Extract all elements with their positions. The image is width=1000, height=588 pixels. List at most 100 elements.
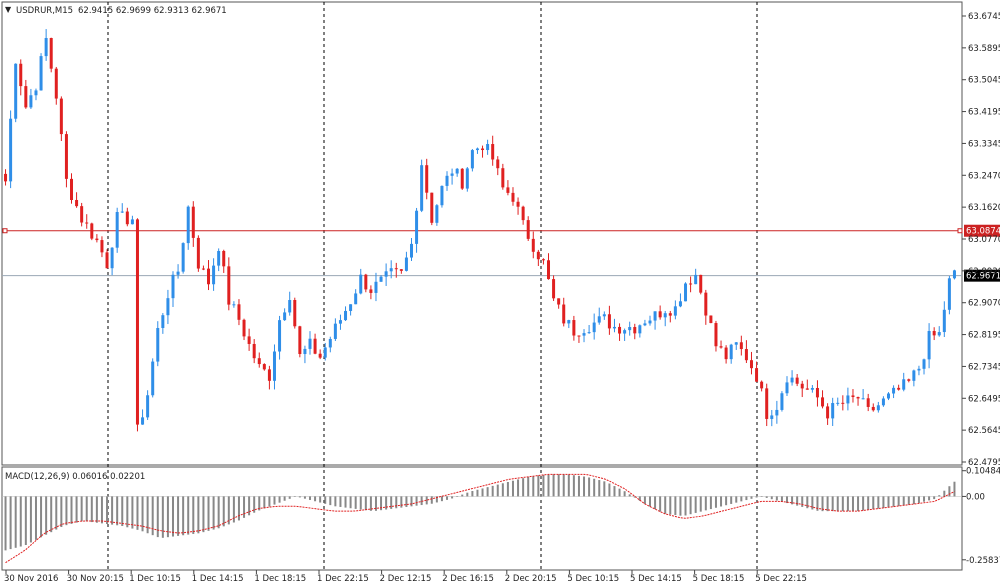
candle-body [222,250,226,267]
macd-histogram-bar [725,496,728,506]
candle-body [394,268,398,270]
macd-histogram-bar [522,478,525,497]
candle-body [146,395,150,418]
macd-histogram-bar [567,474,570,497]
macd-histogram-bar [948,486,951,497]
candle-body [54,68,58,99]
macd-histogram-bar [171,496,174,537]
y-tick-label: 62.7345 [968,362,1000,372]
macd-histogram-bar [466,492,469,497]
x-tick-label: 5 Dec 14:15 [630,574,682,584]
y-tick-label: 62.4795 [968,458,1000,468]
candle-body [227,266,231,305]
macd-histogram-bar [638,496,641,501]
macd-histogram-bar [80,496,83,522]
candle-body [897,387,901,390]
candle-body [100,240,104,253]
macd-histogram-bar [476,489,479,497]
y-tick-label: 63.5895 [968,44,1000,54]
macd-histogram-bar [420,496,423,506]
candle-body [927,330,931,360]
macd-histogram-bar [603,481,606,497]
horizontal-line-handle-right[interactable] [957,228,963,234]
macd-histogram-bar [202,496,205,533]
macd-histogram-bar [517,479,520,497]
macd-histogram-bar [806,496,809,509]
candle-body [171,274,175,299]
candle-body [881,398,885,406]
candle-body [749,360,753,369]
macd-histogram-bar [237,496,240,521]
macd-histogram-bar [40,496,43,538]
candle-body [450,173,454,176]
candle-body [800,383,804,389]
x-tick-label: 30 Nov 20:15 [67,574,124,584]
candle-body [744,349,748,361]
candle-body [384,271,388,277]
candle-body [237,304,241,320]
candle-body [775,409,779,416]
candle-body [486,144,490,151]
macd-histogram-bar [593,478,596,497]
candle-body [85,222,89,224]
macd-histogram-bar [273,496,276,505]
macd-histogram-bar [816,496,819,511]
candle-body [648,320,652,324]
macd-histogram-bar [395,496,398,509]
candle-body [892,387,896,394]
candle-body [673,306,677,316]
candle-body [323,347,327,358]
candle-body [694,274,698,285]
candle-body [298,326,302,355]
candle-body [130,219,134,225]
macd-histogram-bar [283,496,286,501]
macd-histogram-bar [456,496,459,497]
macd-histogram-bar [334,496,337,507]
macd-histogram-bar [278,496,281,503]
macd-histogram-bar [374,496,377,511]
macd-histogram-bar [654,496,657,510]
candle-body [942,309,946,333]
x-tick-label: 5 Dec 10:15 [567,574,619,584]
macd-histogram-bar [821,496,824,512]
candle-body [932,330,936,336]
candle-body [531,238,535,252]
macd-histogram-bar [385,496,388,510]
candle-body [191,206,195,238]
macd-histogram-bar [527,476,530,497]
macd-histogram-bar [369,496,372,511]
candle-body [242,319,246,337]
candle-body [288,299,292,313]
macd-histogram-bar [598,480,601,497]
macd-histogram-bar [791,496,794,505]
candle-body [252,343,256,359]
candle-body [592,322,596,333]
candle-body [135,219,139,425]
macd-histogram-bar [511,480,514,497]
candle-body [526,220,530,239]
candle-body [729,344,733,360]
candle-body [937,332,941,336]
macd-histogram-bar [765,496,768,498]
candle-body [552,279,556,299]
macd-histogram-bar [496,484,499,497]
macd-histogram-bar [319,496,322,503]
symbol-dropdown-icon[interactable]: ▼ [5,5,12,14]
macd-histogram-bar [481,488,484,497]
macd-histogram-bar [95,496,98,523]
candle-body [475,148,479,151]
macd-histogram-bar [258,496,261,511]
macd-histogram-bar [846,496,849,512]
candle-body [364,274,368,290]
macd-histogram-bar [212,496,215,530]
candle-body [541,259,545,261]
horizontal-line-handle-left[interactable] [2,228,8,234]
macd-histogram-bar [217,496,220,529]
candle-body [831,403,835,419]
candle-body [207,268,211,285]
candle-body [810,387,814,390]
candle-body [876,405,880,411]
macd-histogram-bar [917,496,920,503]
macd-histogram-bar [435,496,438,503]
